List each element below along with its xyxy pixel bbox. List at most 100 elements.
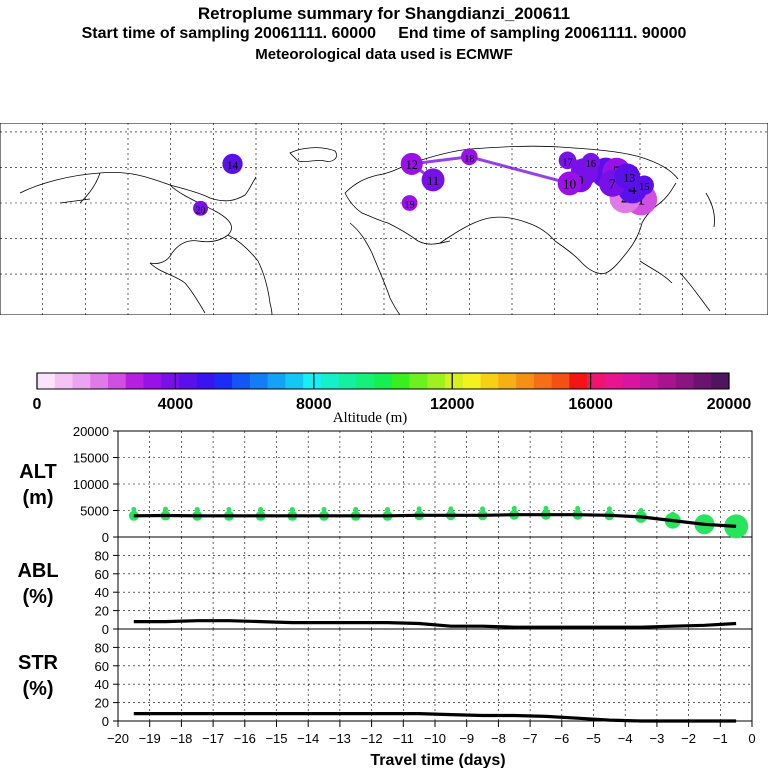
cluster-circle bbox=[634, 175, 654, 195]
x-tick-label: −15 bbox=[265, 731, 287, 746]
panel-ylabel: ABL bbox=[17, 560, 58, 582]
panel-axes: 0 5000 10000 15000 20000 0 20 40 60 80 0 20 40 60 80 bbox=[73, 425, 753, 729]
colorbar-tick-label: 20000 bbox=[707, 396, 752, 413]
colorbar-cell bbox=[675, 373, 694, 389]
altitude-dot bbox=[226, 506, 232, 512]
cluster-circle bbox=[557, 171, 582, 196]
colorbar-cell bbox=[143, 373, 162, 389]
x-axis-label: Travel time (days) bbox=[370, 752, 505, 768]
altitude-dot bbox=[131, 506, 137, 512]
x-tick-label: −9 bbox=[459, 731, 474, 746]
colorbar-tick-label: 16000 bbox=[568, 396, 613, 413]
colorbar-cell bbox=[37, 373, 56, 389]
cluster-marker: 16 bbox=[581, 152, 601, 172]
cluster-label: 13 bbox=[624, 171, 636, 184]
x-tick-label: −1 bbox=[713, 731, 728, 746]
altitude-dot bbox=[384, 506, 390, 512]
cluster-label: 4 bbox=[629, 181, 637, 198]
cluster-marker: 19 bbox=[401, 195, 418, 211]
panel-ylabel: (m) bbox=[22, 487, 53, 509]
colorbar-cell bbox=[640, 373, 659, 389]
colorbar-cell bbox=[320, 373, 339, 389]
colorbar-cell bbox=[391, 373, 410, 389]
x-tick-label: −8 bbox=[491, 731, 506, 746]
panel-lines bbox=[133, 513, 737, 723]
cluster-marker: 10 bbox=[557, 171, 582, 196]
colorbar-tick-label: 12000 bbox=[430, 396, 475, 413]
altitude-dot bbox=[575, 505, 581, 511]
x-tick-label: −17 bbox=[202, 731, 224, 746]
panel-ylabel: ALT bbox=[19, 461, 56, 483]
y-tick-label: 20 bbox=[95, 696, 109, 711]
time-series-panels: 0 5000 10000 15000 20000 0 20 40 60 80 0 20 40 60 80 A… bbox=[17, 425, 755, 768]
altitude-dot bbox=[353, 506, 359, 512]
panel-ylabel: (%) bbox=[22, 586, 53, 608]
sampling-time-line: Start time of sampling 20061111. 60000 E… bbox=[81, 25, 687, 42]
colorbar-cell bbox=[196, 373, 215, 389]
y-tick-label: 40 bbox=[95, 585, 109, 600]
x-tick-label: −16 bbox=[234, 731, 256, 746]
colorbar-cell bbox=[356, 373, 375, 389]
colorbar-cell bbox=[427, 373, 446, 389]
colorbar-cell bbox=[267, 373, 286, 389]
y-tick-label: 0 bbox=[102, 714, 109, 729]
x-tick-label: −12 bbox=[361, 731, 383, 746]
colorbar-cell bbox=[711, 373, 730, 389]
altitude-dot bbox=[543, 505, 549, 511]
altitude-dot bbox=[511, 505, 517, 511]
colorbar-cell bbox=[54, 373, 73, 389]
altitude-dot bbox=[670, 511, 676, 517]
cluster-circle bbox=[421, 168, 445, 192]
cluster-marker: 15 bbox=[634, 175, 654, 195]
x-tick-label: −13 bbox=[329, 731, 351, 746]
y-tick-label: 0 bbox=[102, 622, 109, 637]
colorbar-cell bbox=[462, 373, 481, 389]
map-grid bbox=[0, 123, 768, 315]
cluster-label: 19 bbox=[405, 200, 415, 211]
cluster-circle bbox=[400, 152, 423, 175]
retroplume-map: 1234567891011121314151617181920 bbox=[0, 123, 768, 315]
colorbar-cell bbox=[72, 373, 91, 389]
colorbar-cell bbox=[161, 373, 180, 389]
cluster-label: 12 bbox=[406, 158, 418, 172]
altitude-dot bbox=[448, 506, 454, 512]
x-tick-label: −19 bbox=[139, 731, 161, 746]
colorbar-cell bbox=[498, 373, 517, 389]
panel-line-alt bbox=[133, 513, 737, 528]
cluster-marker: 18 bbox=[460, 148, 478, 166]
colorbar-cell bbox=[125, 373, 144, 389]
colorbar-cell bbox=[587, 373, 606, 389]
y-tick-label: 20 bbox=[95, 604, 109, 619]
colorbar-cell bbox=[516, 373, 535, 389]
colorbar-cell bbox=[658, 373, 677, 389]
y-tick-label: 80 bbox=[95, 548, 109, 563]
coastlines bbox=[19, 145, 715, 315]
panel-ylabel: STR bbox=[18, 652, 59, 674]
panel-line-abl bbox=[133, 619, 737, 629]
y-tick-label: 0 bbox=[102, 530, 109, 545]
y-tick-label: 20000 bbox=[73, 425, 109, 439]
x-tick-label: −10 bbox=[424, 731, 446, 746]
altitude-dot bbox=[321, 506, 327, 512]
altitude-dot bbox=[733, 517, 739, 523]
x-tick-label: −4 bbox=[618, 731, 633, 746]
colorbar-cell bbox=[445, 373, 464, 389]
colorbar-cell bbox=[551, 373, 570, 389]
altitude-dot bbox=[416, 506, 422, 512]
colorbar-tick-label: 0 bbox=[33, 396, 42, 413]
colorbar-cell bbox=[569, 373, 588, 389]
altitude-dot bbox=[701, 515, 707, 521]
y-tick-label: 40 bbox=[95, 677, 109, 692]
y-tick-label: 60 bbox=[95, 567, 109, 582]
colorbar-cell bbox=[214, 373, 233, 389]
colorbar-cell bbox=[533, 373, 552, 389]
cluster-label: 15 bbox=[639, 181, 650, 193]
cluster-circle bbox=[401, 195, 418, 211]
x-tick-label: −2 bbox=[681, 731, 696, 746]
altitude-dot bbox=[724, 514, 749, 539]
x-tick-label: −3 bbox=[649, 731, 664, 746]
x-tick-label: −7 bbox=[523, 731, 538, 746]
altitude-dot bbox=[194, 506, 200, 512]
cluster-marker: 12 bbox=[400, 152, 423, 175]
altitude-dot bbox=[606, 506, 612, 512]
